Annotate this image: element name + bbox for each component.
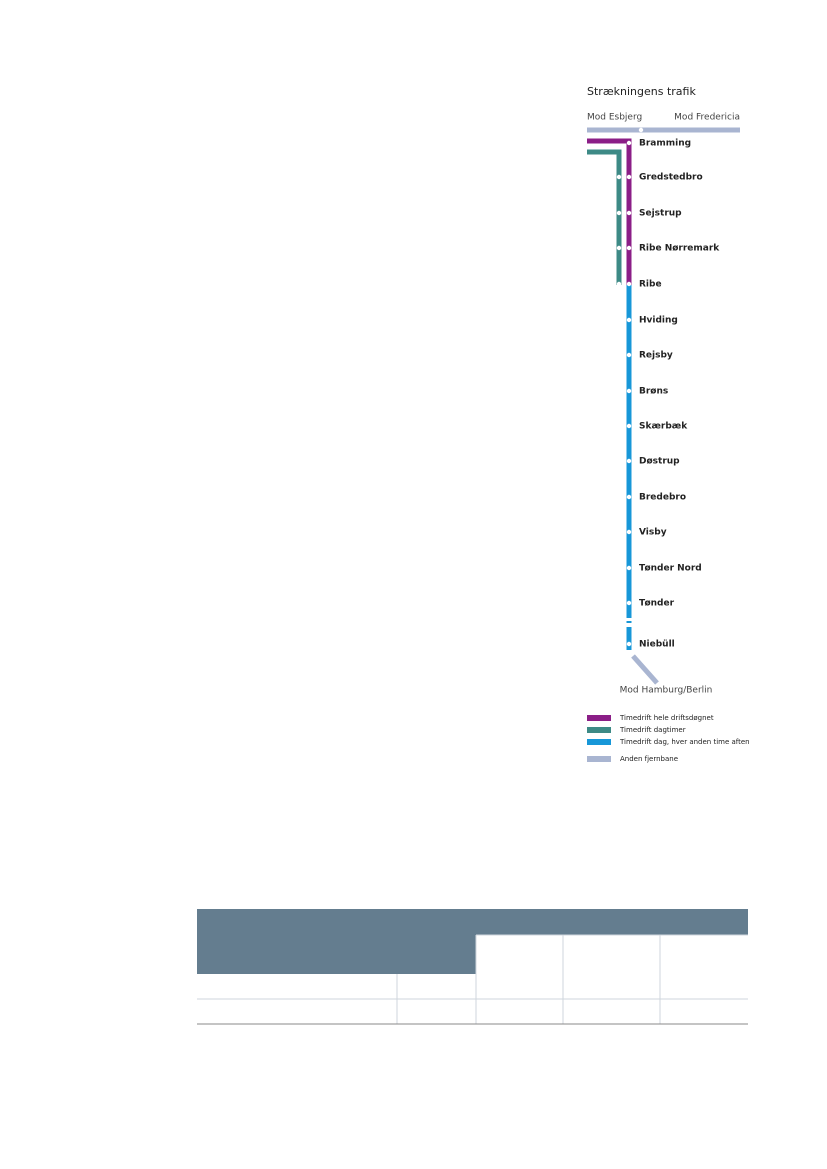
station-label: Visby	[639, 528, 667, 538]
station-label: Bredebro	[639, 493, 686, 503]
station-dot	[626, 245, 632, 251]
station-dot	[626, 174, 632, 180]
station-label: Bramming	[639, 139, 691, 149]
station-dot	[626, 352, 632, 358]
purple-route	[587, 138, 632, 285]
station-dot	[626, 494, 632, 500]
legend-label: Anden fjernbane	[620, 755, 678, 763]
station-label: Døstrup	[639, 457, 680, 467]
station-label: Hviding	[639, 316, 678, 326]
station-dot	[626, 529, 632, 535]
station-dot	[616, 210, 622, 216]
station-label: Sejstrup	[639, 209, 682, 219]
station-label: Niebüll	[639, 640, 675, 650]
station-label: Brøns	[639, 387, 668, 397]
station-dot	[626, 388, 632, 394]
station-label: Ribe	[639, 280, 662, 290]
station-dot	[626, 458, 632, 464]
direction-label: Mod Fredericia	[674, 113, 740, 123]
legend-swatch	[587, 727, 611, 733]
station-label: Gredstedbro	[639, 173, 703, 183]
station-dot	[616, 245, 622, 251]
legend-swatch	[587, 756, 611, 762]
legend-label: Timedrift hele driftsdøgnet	[619, 714, 714, 722]
station-dot	[626, 140, 632, 146]
legend-swatch	[587, 739, 611, 745]
diagram-title: Strækningens trafik	[587, 85, 696, 98]
direction-label: Mod Esbjerg	[587, 113, 642, 123]
junction	[638, 127, 644, 133]
table	[197, 909, 748, 1025]
station-label: Tønder	[639, 599, 675, 609]
station-dot	[616, 281, 622, 287]
legend: Timedrift hele driftsdøgnet Timedrift dag…	[587, 714, 750, 763]
stations: Bramming Gredstedbro Sejstrup Ribe Nørremar…	[616, 139, 720, 650]
legend-label: Timedrift dag, hver anden time aften	[619, 738, 750, 746]
station-dot	[626, 641, 632, 647]
station-dot	[626, 565, 632, 571]
other-line	[631, 654, 659, 685]
legend-label: Timedrift dagtimer	[619, 726, 686, 734]
station-dot	[616, 174, 622, 180]
teal-route	[587, 149, 622, 285]
station-dot	[626, 281, 632, 287]
station-label: Skærbæk	[639, 422, 688, 432]
direction-label: Mod Hamburg/Berlin	[620, 686, 713, 696]
station-dot	[626, 210, 632, 216]
station-label: Rejsby	[639, 351, 673, 361]
station-dot	[626, 423, 632, 429]
legend-swatch	[587, 715, 611, 721]
station-dot	[626, 317, 632, 323]
station-label: Ribe Nørremark	[639, 244, 720, 254]
station-dot	[626, 600, 632, 606]
station-label: Tønder Nord	[639, 564, 702, 574]
